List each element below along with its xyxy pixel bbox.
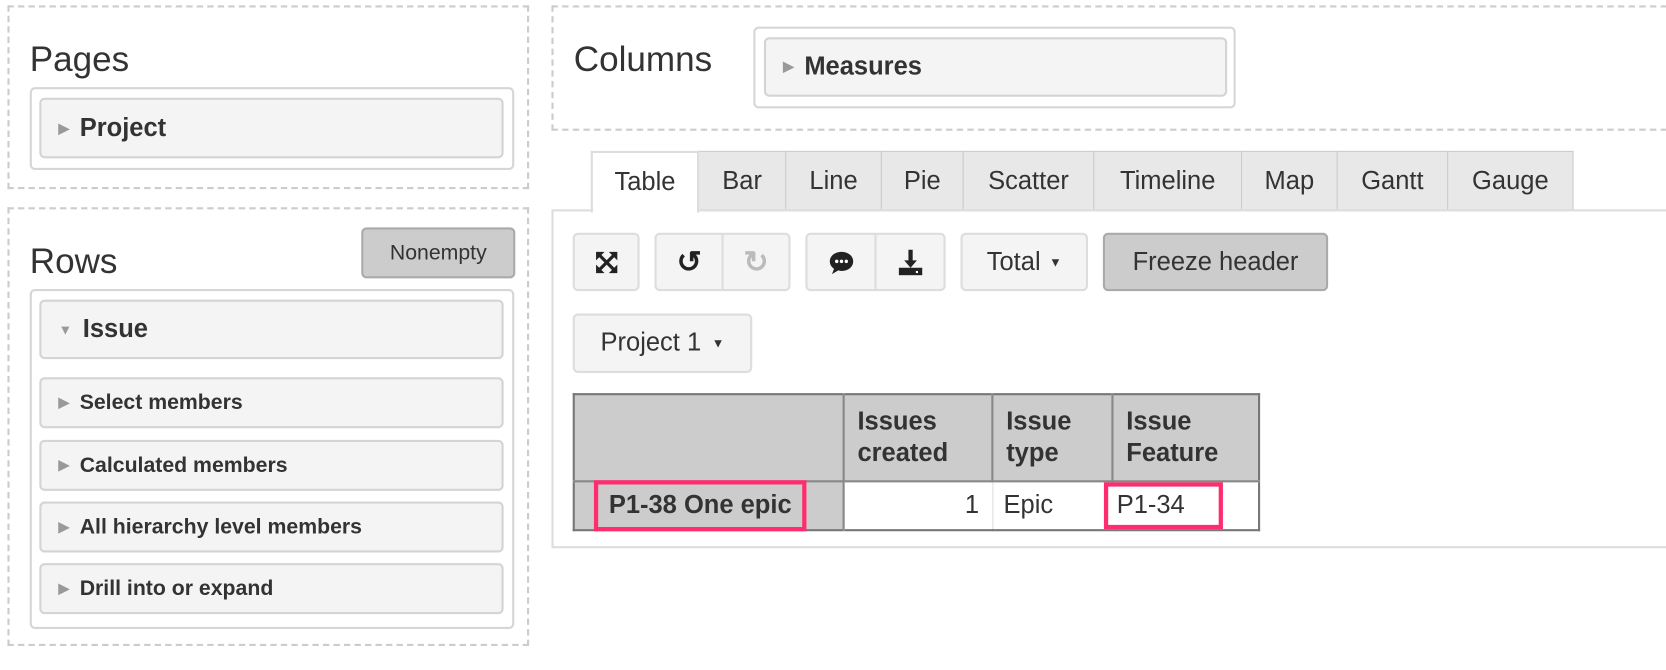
results-table: Issues created Issue type Issue Feature P1-… xyxy=(572,393,1261,532)
action-label: Select members xyxy=(79,390,243,414)
columns-dropzone: ▶ Measures xyxy=(753,26,1236,109)
comment-download-group xyxy=(805,232,946,292)
header-line: Issue xyxy=(1006,406,1072,436)
rows-dimension-issue[interactable]: ▼ Issue xyxy=(39,299,504,360)
rows-panel: Rows Nonempty ▼ Issue ▶ Select members ▶ C… xyxy=(7,207,530,646)
total-label: Total xyxy=(986,247,1041,276)
undo-redo-group: ↺ ↻ xyxy=(654,232,791,292)
header-line: created xyxy=(857,438,949,468)
caret-right-icon: ▶ xyxy=(58,580,70,597)
comment-icon xyxy=(829,251,853,274)
freeze-header-button[interactable]: Freeze header xyxy=(1102,232,1329,292)
caret-down-icon: ▼ xyxy=(58,321,73,338)
pages-title: Pages xyxy=(29,39,130,79)
row-header-cell[interactable]: P1-38 One epic xyxy=(573,480,845,532)
cell-issue-type: Epic xyxy=(1003,490,1054,520)
calculated-members-button[interactable]: ▶ Calculated members xyxy=(39,439,504,491)
download-icon xyxy=(898,249,922,275)
header-line: Issues xyxy=(857,406,937,436)
comment-button[interactable] xyxy=(808,235,875,289)
pages-dropzone: ▶ Project xyxy=(29,87,515,170)
caret-right-icon: ▶ xyxy=(58,518,70,535)
caret-right-icon: ▶ xyxy=(58,456,70,473)
action-label: Calculated members xyxy=(79,453,288,477)
pages-item-label: Project xyxy=(79,113,167,142)
pages-item-project[interactable]: ▶ Project xyxy=(39,97,504,159)
header-line: Issue xyxy=(1126,406,1192,436)
header-line: type xyxy=(1006,438,1059,468)
tab-gantt[interactable]: Gantt xyxy=(1336,150,1449,211)
nonempty-button[interactable]: Nonempty xyxy=(361,227,516,279)
action-label: Drill into or expand xyxy=(79,576,274,600)
column-header-issues-created[interactable]: Issues created xyxy=(843,394,994,483)
caret-down-icon: ▼ xyxy=(1049,254,1062,270)
header-line: Feature xyxy=(1126,438,1219,468)
tab-line[interactable]: Line xyxy=(785,150,882,211)
project-filter-label: Project 1 xyxy=(600,328,702,357)
tab-bar[interactable]: Bar xyxy=(698,150,787,211)
tab-gauge[interactable]: Gauge xyxy=(1447,150,1574,211)
caret-right-icon: ▶ xyxy=(58,119,70,136)
rows-dimension-label: Issue xyxy=(82,314,148,344)
fullscreen-button[interactable] xyxy=(572,232,640,292)
row-header-label: P1-38 One epic xyxy=(593,480,807,532)
redo-icon: ↻ xyxy=(743,245,769,279)
drill-into-or-expand-button[interactable]: ▶ Drill into or expand xyxy=(39,563,504,615)
cell-issues-created: 1 xyxy=(843,481,993,531)
caret-right-icon: ▶ xyxy=(58,394,70,411)
total-dropdown[interactable]: Total ▼ xyxy=(960,232,1088,292)
columns-item-measures[interactable]: ▶ Measures xyxy=(763,37,1228,97)
columns-title: Columns xyxy=(573,39,713,79)
tab-map[interactable]: Map xyxy=(1241,150,1338,211)
tab-scatter[interactable]: Scatter xyxy=(962,150,1095,211)
tab-table[interactable]: Table xyxy=(590,150,700,213)
column-header-issue-feature[interactable]: Issue Feature xyxy=(1112,394,1260,483)
cell-issue-feature[interactable]: P1-34 xyxy=(1103,481,1259,530)
issue-feature-link[interactable]: P1-34 xyxy=(1103,482,1223,530)
redo-button[interactable]: ↻ xyxy=(721,234,788,289)
caret-right-icon: ▶ xyxy=(783,58,794,75)
rows-title: Rows xyxy=(29,241,118,281)
undo-icon: ↺ xyxy=(676,245,702,279)
table-header-row: Issues created Issue type Issue Feature xyxy=(573,394,1260,483)
tab-timeline[interactable]: Timeline xyxy=(1093,150,1243,211)
action-label: All hierarchy level members xyxy=(79,514,362,539)
expand-arrows-icon xyxy=(595,251,617,273)
report-panel xyxy=(551,209,1666,549)
rows-dropzone: ▼ Issue ▶ Select members ▶ Calculated memb… xyxy=(29,289,515,629)
select-members-button[interactable]: ▶ Select members xyxy=(39,377,504,429)
undo-button[interactable]: ↺ xyxy=(657,235,722,289)
columns-item-label: Measures xyxy=(804,52,922,81)
download-button[interactable] xyxy=(874,234,943,289)
column-header-issue-type[interactable]: Issue type xyxy=(992,394,1114,483)
columns-panel: Columns ▶ Measures xyxy=(551,5,1666,131)
table-row: P1-38 One epic 1 Epic P1-34 xyxy=(573,480,1259,532)
all-hierarchy-level-members-button[interactable]: ▶ All hierarchy level members xyxy=(39,501,504,553)
tab-pie[interactable]: Pie xyxy=(880,150,964,211)
caret-down-icon: ▼ xyxy=(711,335,725,351)
corner-header-cell xyxy=(573,394,845,483)
project-filter-dropdown[interactable]: Project 1 ▼ xyxy=(572,313,753,373)
pages-panel: Pages ▶ Project xyxy=(7,5,530,190)
